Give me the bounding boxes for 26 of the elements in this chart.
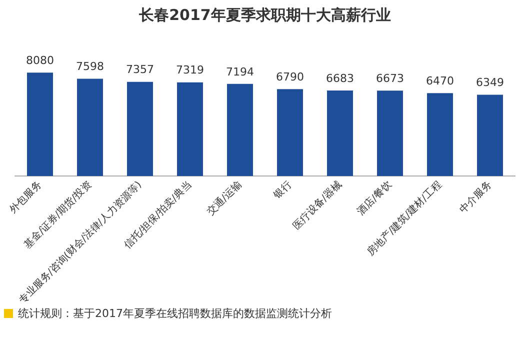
data-label: 6683 [326,72,354,85]
bar [327,90,353,176]
x-tick-label: 中介服务 [457,178,494,216]
data-label: 6470 [426,74,454,88]
bar [227,84,253,176]
x-tick-label: 酒店/餐饮 [354,178,394,218]
bar [177,82,203,176]
x-tick-label: 外包服务 [7,178,44,216]
data-label: 8080 [26,54,54,67]
data-label: 6349 [476,76,504,90]
x-tick-label: 交通/运输 [204,178,244,218]
bar [377,90,403,176]
bar [477,94,503,176]
data-label: 7357 [126,63,154,76]
data-label: 7194 [226,65,254,78]
bar [77,78,103,176]
bar [427,93,453,176]
bar [277,89,303,176]
data-label: 6790 [276,70,304,84]
chart-title: 长春2017年夏季求职期十大高薪行业 [138,6,392,26]
data-label: 7598 [76,60,104,74]
text: 统计规则：基于2017年夏季在线招聘数据库的数据监测统计分析 [18,306,332,321]
data-label: 6673 [376,72,404,85]
bar [27,72,53,176]
data-label: 7319 [176,64,204,77]
bar [127,82,153,176]
